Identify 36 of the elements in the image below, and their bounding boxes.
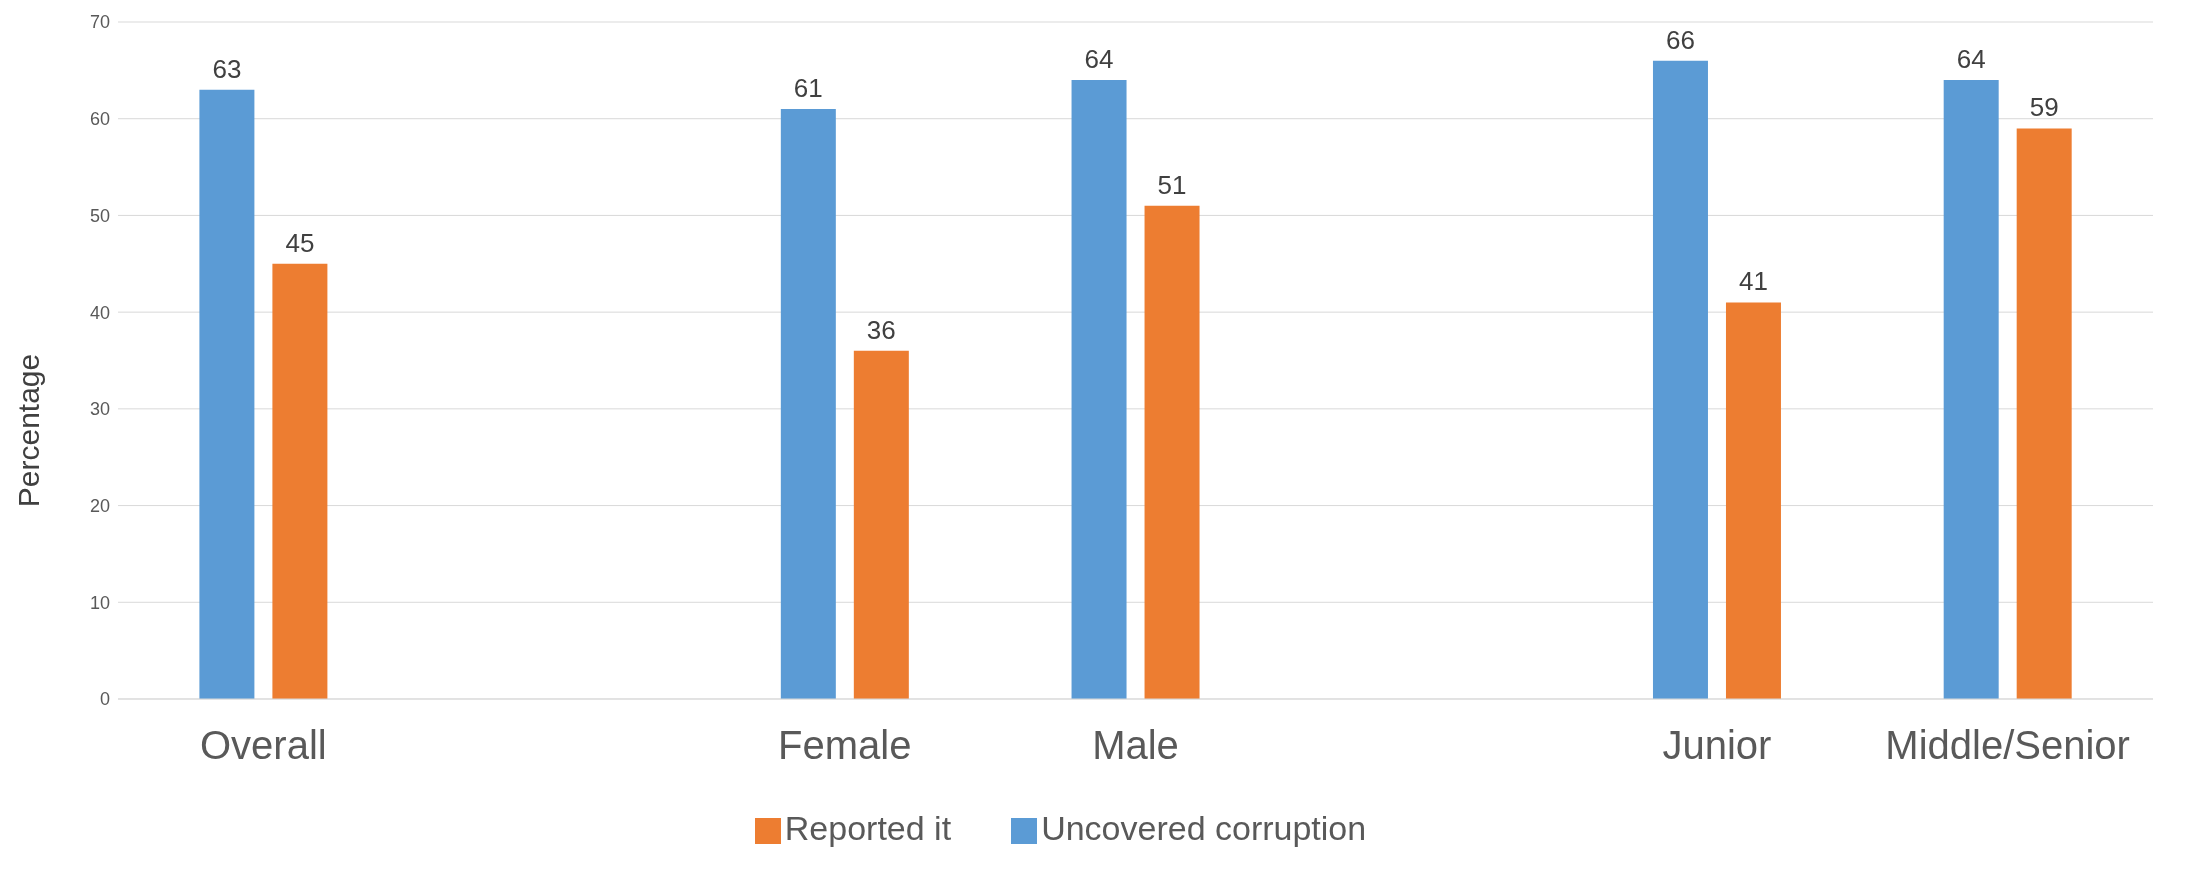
x-tick-label: Overall [200,723,327,768]
data-label: 45 [285,227,315,258]
data-label: 64 [1956,44,1986,75]
bar [2016,128,2072,699]
data-label: 36 [866,314,896,345]
y-tick-label: 10 [89,592,110,613]
bar [1943,80,1999,699]
x-tick-label: Female [778,723,912,768]
legend-label: Reported it [784,809,952,847]
data-label: 63 [212,53,242,84]
y-tick-label: 20 [89,495,110,516]
bar [1071,80,1127,699]
y-tick-label: 70 [89,12,110,33]
bar [272,263,328,699]
data-label: 66 [1666,24,1695,55]
x-tick-label: Junior [1662,723,1772,768]
y-tick-label: 40 [89,302,110,323]
y-tick-label: 60 [89,109,110,130]
legend-label: Uncovered corruption [1041,809,1367,847]
bar [853,350,909,699]
y-tick-label: 50 [89,205,110,226]
data-label: 61 [793,73,823,104]
bar [780,109,836,699]
bar [1144,205,1200,699]
y-tick-label: 30 [89,399,110,420]
x-tick-label: Middle/Senior [1885,723,2130,768]
y-tick-label: 0 [99,689,110,710]
bar [199,89,255,699]
data-label: 59 [2029,92,2059,123]
data-label: 64 [1084,44,1114,75]
bar [1725,302,1781,699]
x-tick-label: Male [1092,723,1179,768]
bar [1652,60,1708,699]
data-label: 51 [1157,169,1187,200]
y-axis-title: Percentage [11,353,45,508]
data-label: 41 [1739,266,1768,297]
